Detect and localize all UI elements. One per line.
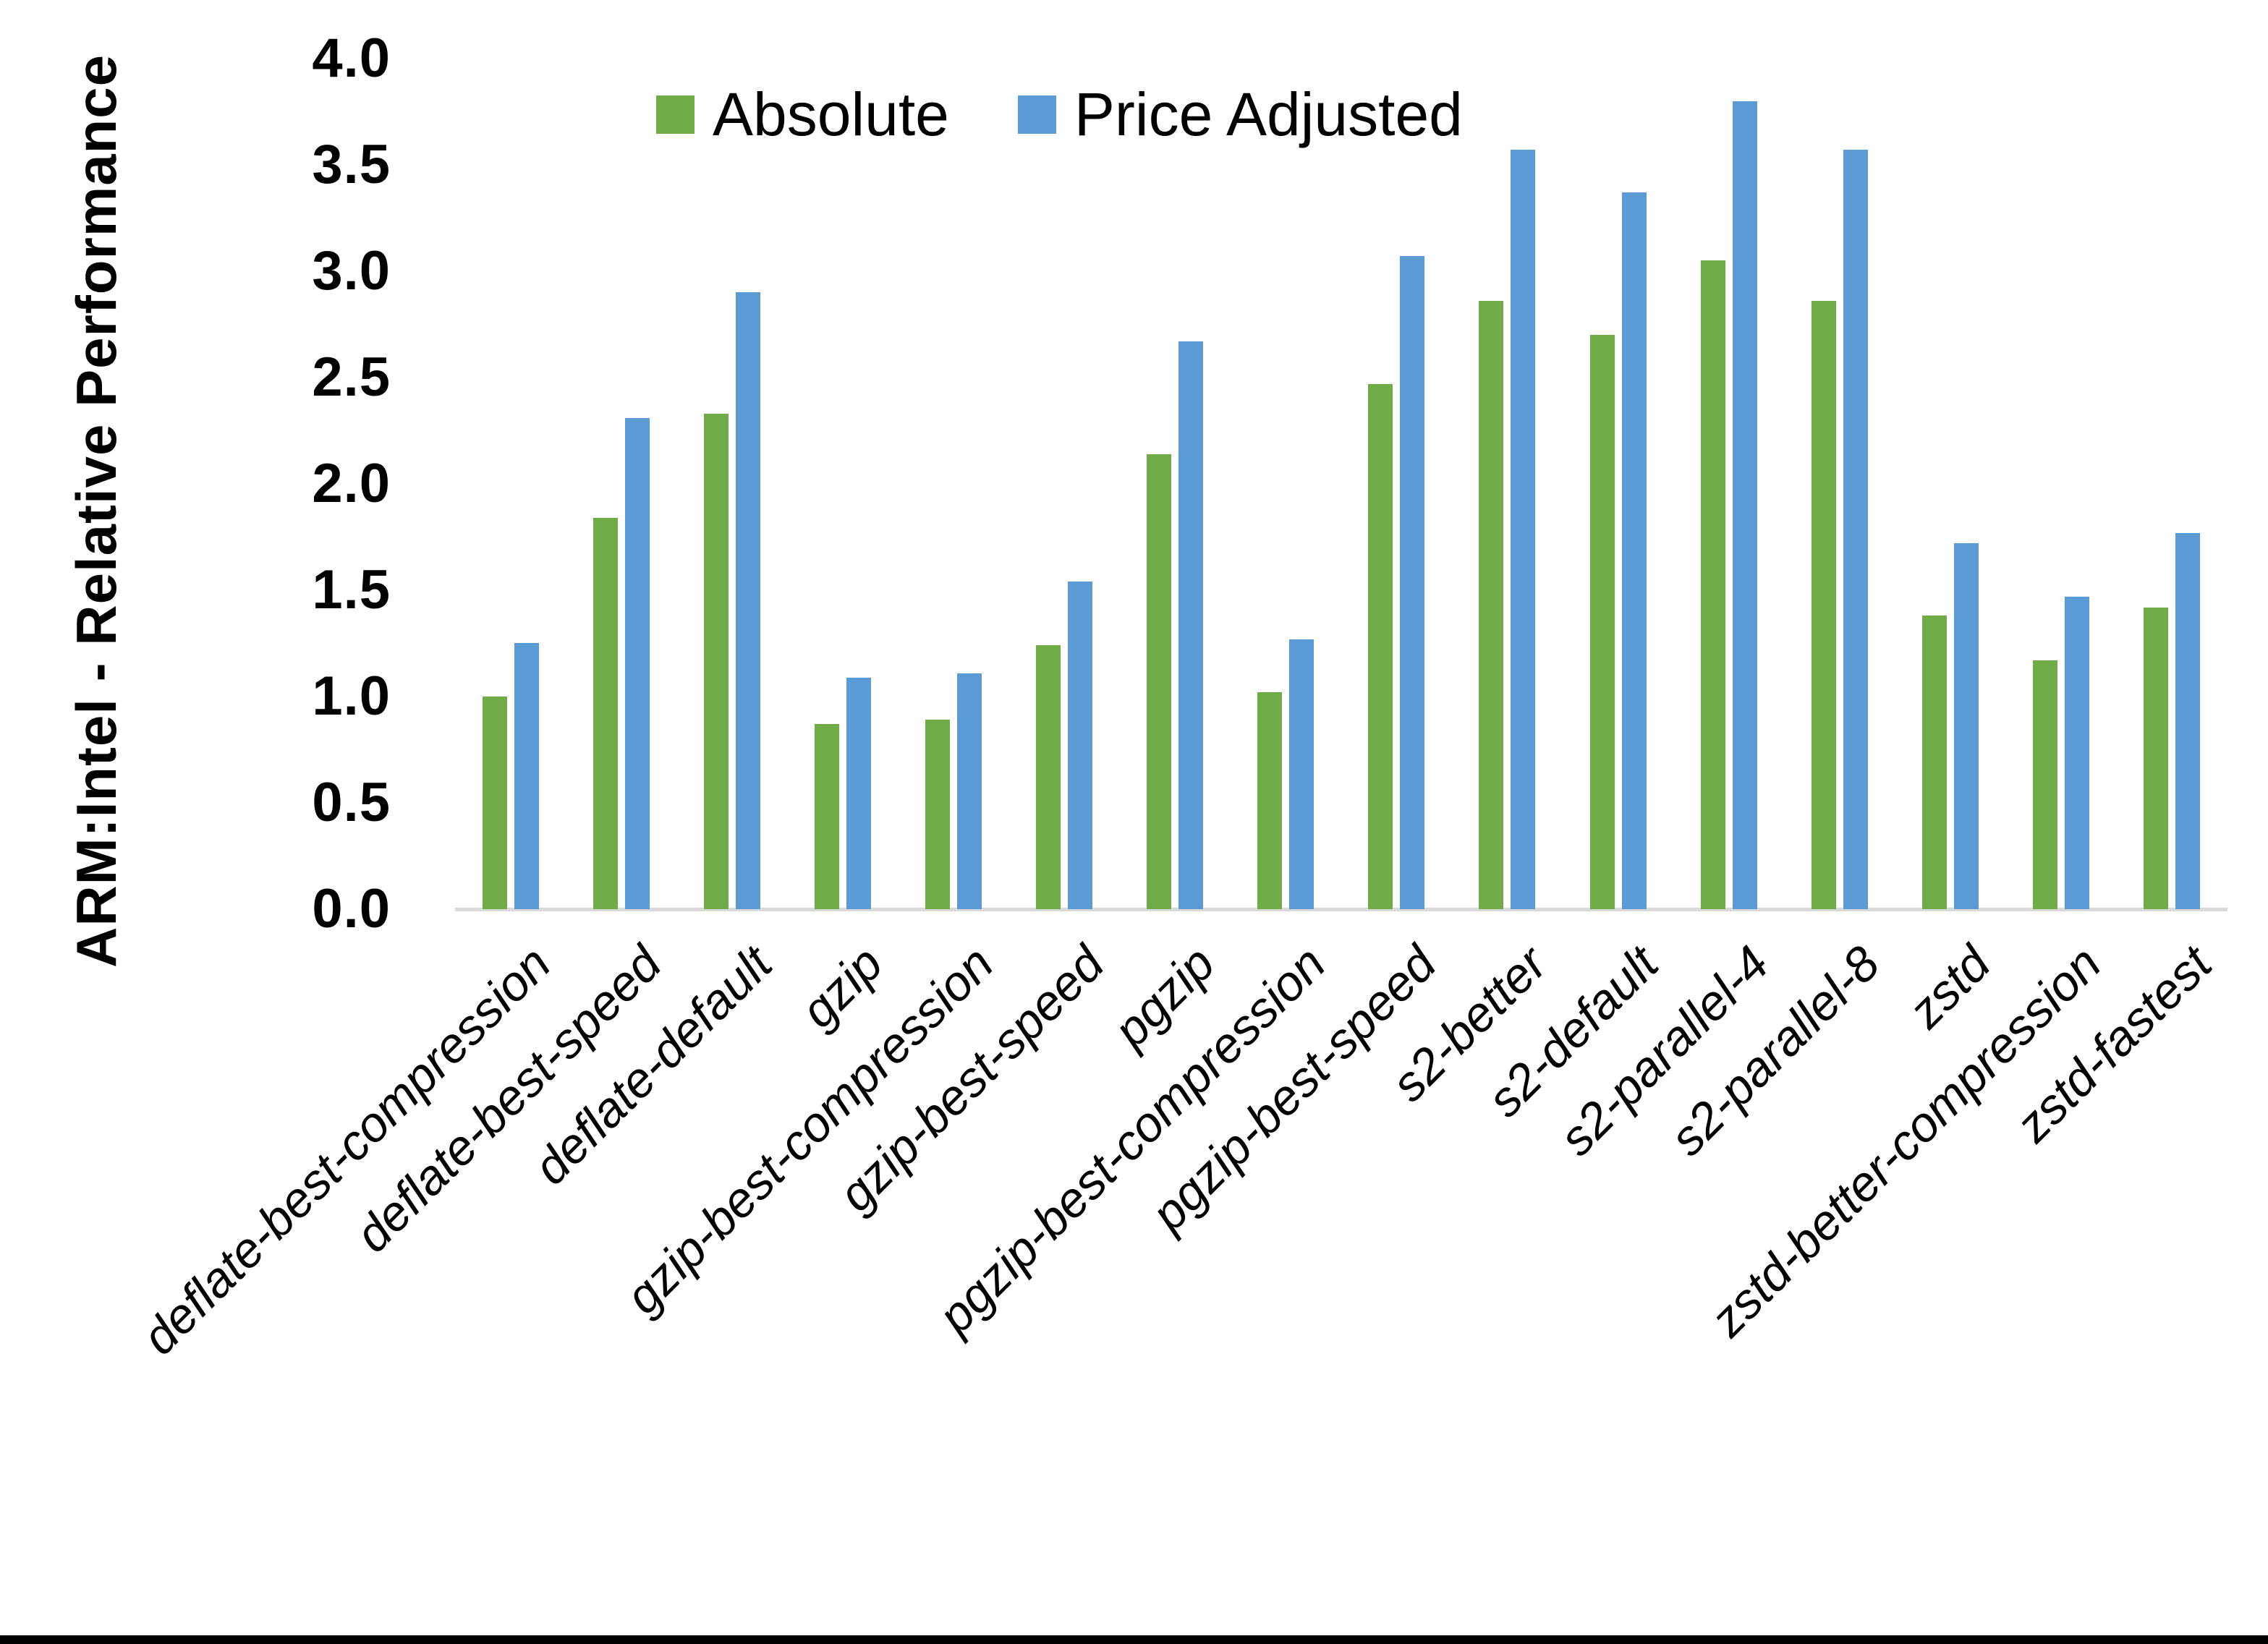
legend-item-absolute: Absolute [656,84,949,145]
bar-absolute [1257,692,1282,909]
bar-price-adjusted [957,673,982,909]
y-tick-label: 3.0 [312,240,391,302]
legend-swatch-price-adjusted [1017,95,1056,134]
bottom-border-band [0,1635,2268,1644]
bar-absolute [1812,301,1836,909]
bar-price-adjusted [1178,341,1203,909]
bar-absolute [704,414,729,909]
x-tick-label: deflate-best-compression [131,935,561,1366]
y-tick-label: 0.0 [312,878,391,940]
bar-price-adjusted [2175,533,2200,909]
bar-price-adjusted [1289,639,1314,909]
bar-absolute [593,518,618,909]
y-tick-label: 0.5 [312,772,391,833]
bar-price-adjusted [514,643,539,909]
bar-absolute [1368,384,1393,909]
bar-price-adjusted [846,678,871,909]
y-tick-label: 1.5 [312,559,391,621]
bar-absolute [1479,301,1503,909]
y-tick-label: 3.5 [312,134,391,195]
bar-price-adjusted [1622,192,1647,909]
legend-label-absolute: Absolute [713,80,949,148]
y-tick-label: 4.0 [312,27,391,89]
bar-absolute [1590,335,1615,909]
bar-price-adjusted [1400,256,1424,909]
bar-absolute [2144,608,2168,909]
bar-absolute [1701,260,1725,909]
y-tick-label: 2.5 [312,346,391,408]
bar-absolute [1922,616,1947,909]
bar-absolute [925,720,950,909]
bar-price-adjusted [625,418,650,909]
bar-absolute [815,724,839,909]
legend-item-price-adjusted: Price Adjusted [1017,80,1463,148]
bar-price-adjusted [1068,582,1092,909]
bar-price-adjusted [736,292,760,909]
bar-price-adjusted [2065,597,2089,909]
legend-label-price-adjusted: Price Adjusted [1074,80,1463,148]
y-tick-label: 1.0 [312,665,391,727]
legend-swatch-absolute [656,95,695,134]
bar-price-adjusted [1511,150,1535,909]
y-tick-label: 2.0 [312,453,391,514]
bar-price-adjusted [1733,101,1757,909]
bar-absolute [483,697,507,909]
bar-absolute [1036,645,1061,909]
bar-price-adjusted [1954,543,1979,909]
x-axis-line [455,908,2227,911]
legend: Absolute Price Adjusted [656,84,1463,145]
bar-absolute [2033,660,2057,909]
bar-price-adjusted [1843,150,1868,909]
bar-absolute [1147,454,1171,909]
